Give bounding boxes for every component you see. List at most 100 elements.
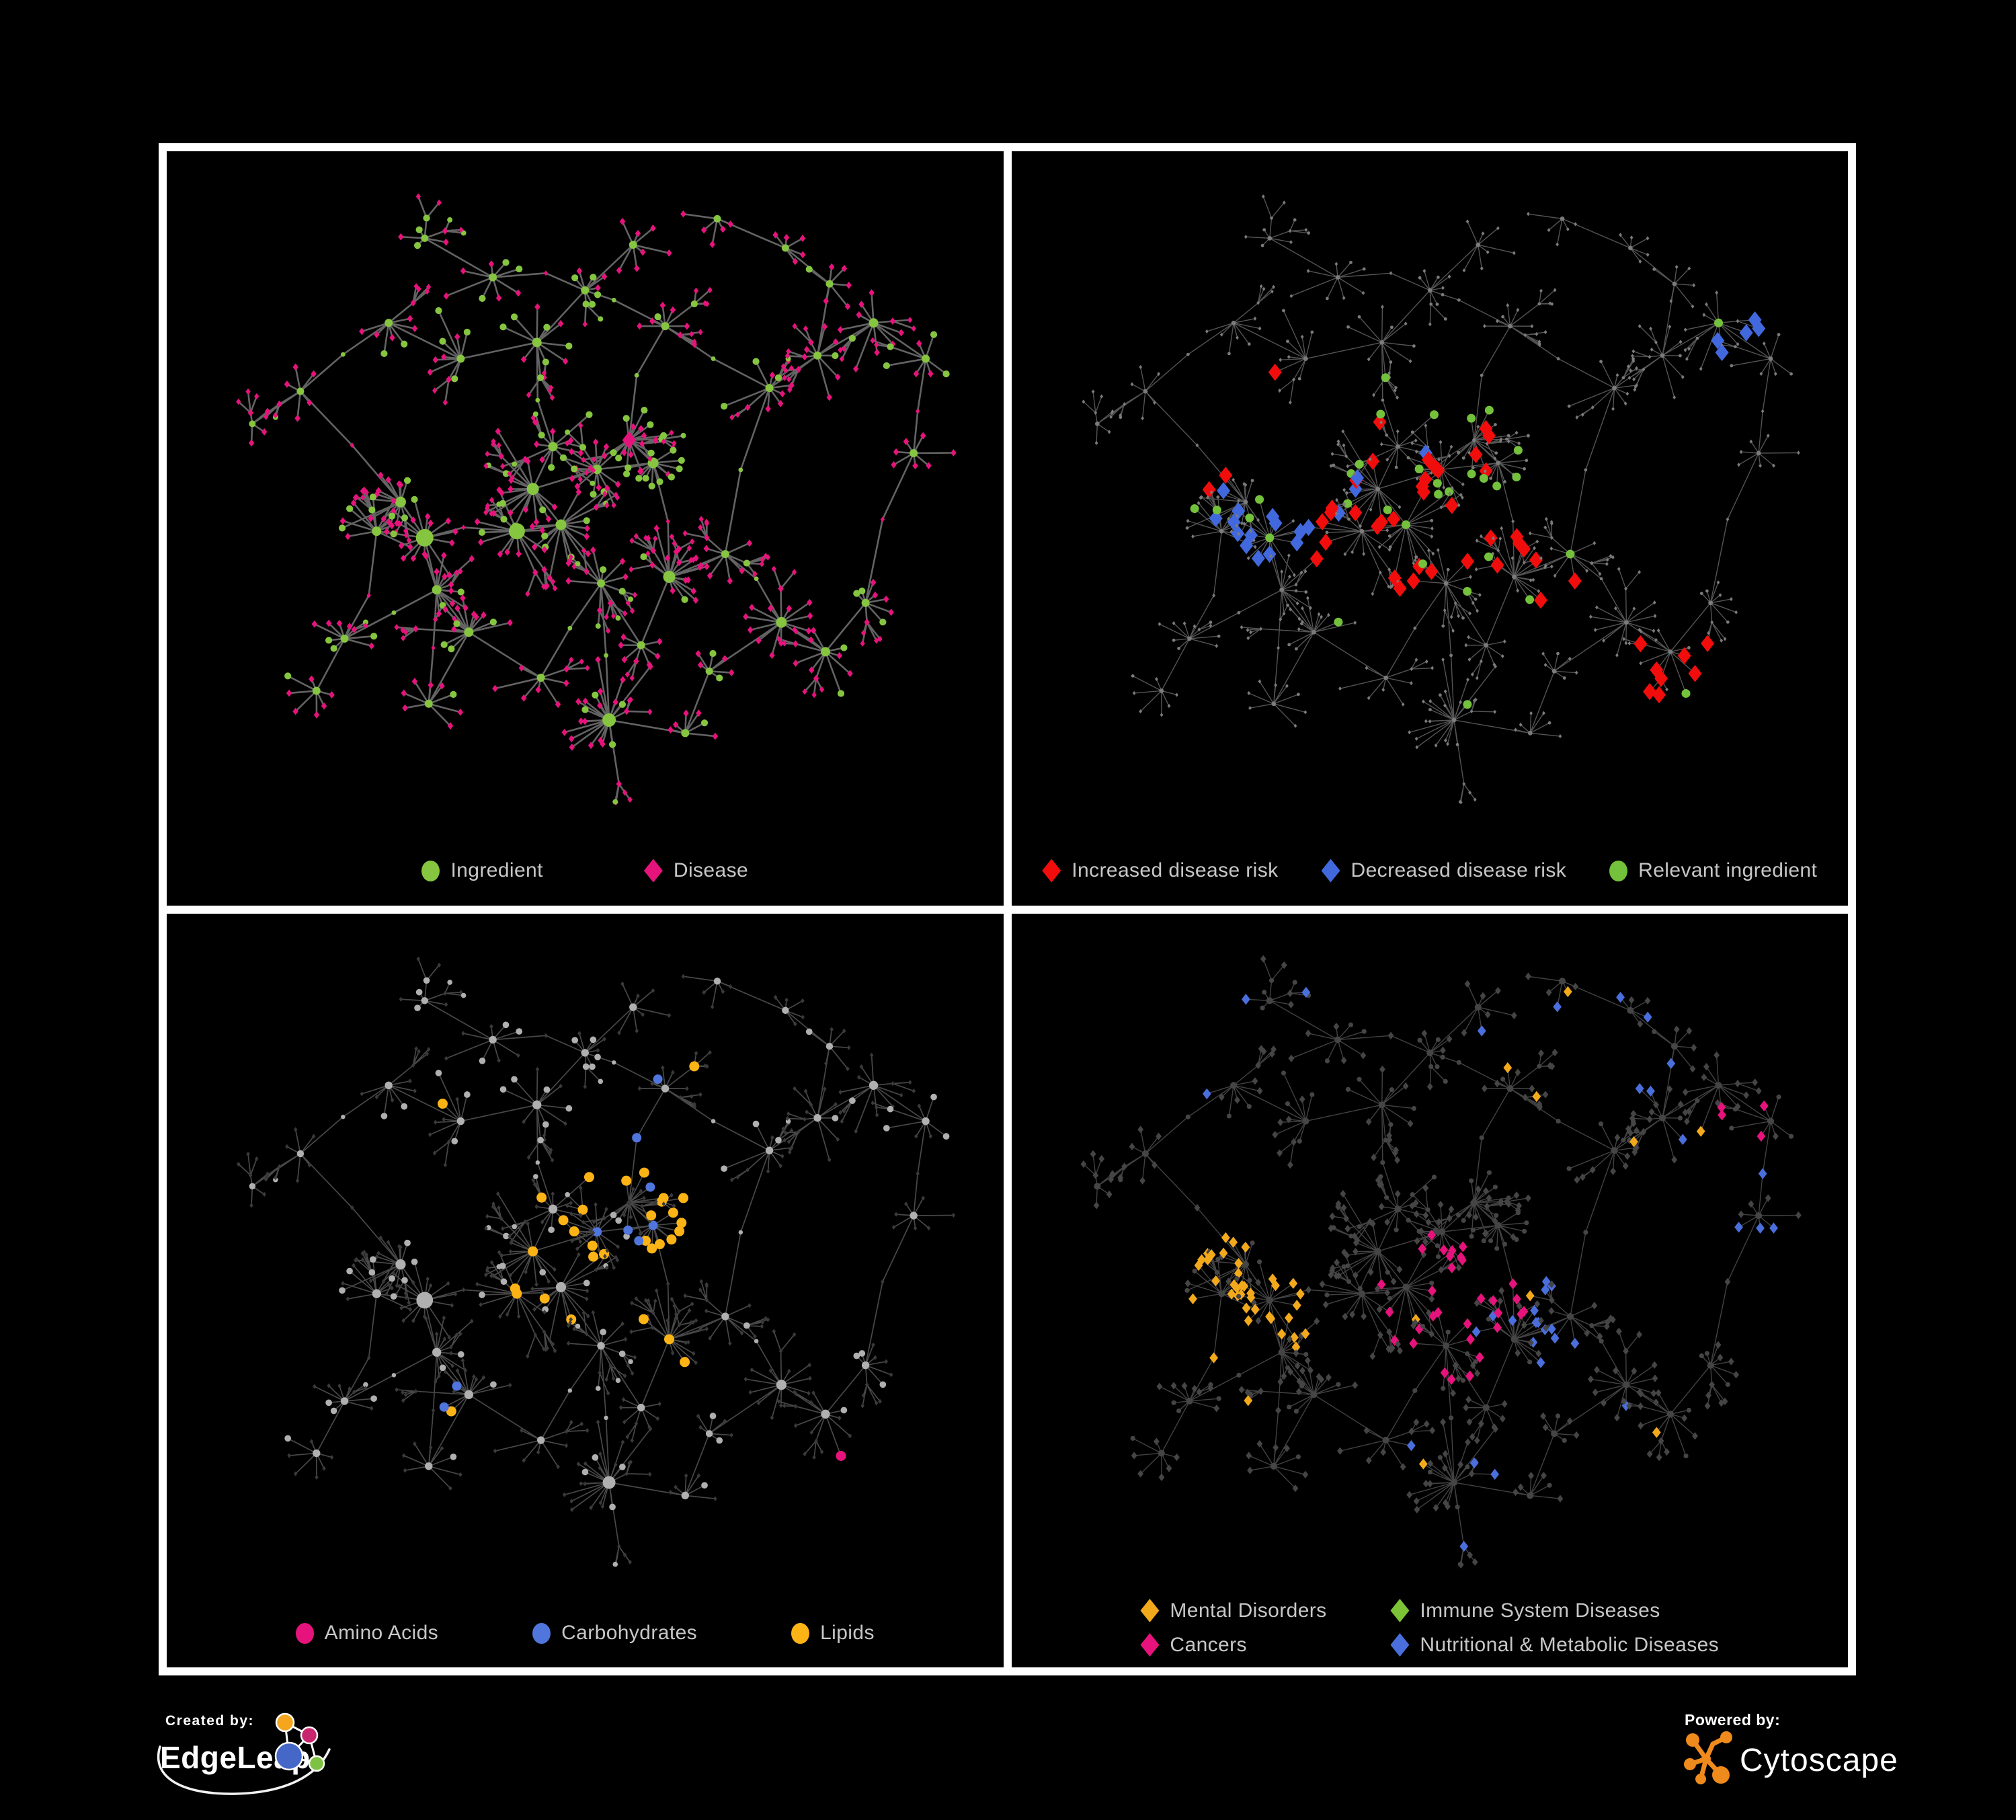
network-node-diamond[interactable] — [602, 1215, 606, 1221]
network-node-diamond[interactable] — [1474, 1436, 1480, 1444]
network-node-diamond[interactable] — [1715, 1341, 1721, 1349]
network-node-diamond[interactable] — [874, 342, 879, 348]
network-node-diamond[interactable] — [329, 691, 335, 699]
network-node-diamond[interactable] — [632, 592, 638, 598]
network-node-diamond[interactable] — [650, 1080, 655, 1086]
network-node-diamond[interactable] — [1463, 643, 1467, 647]
network-node-diamond[interactable] — [808, 338, 814, 346]
network-node-diamond[interactable] — [520, 356, 527, 363]
network-node-diamond[interactable] — [670, 1296, 674, 1302]
network-node-circle[interactable] — [1446, 567, 1450, 571]
network-node-diamond[interactable] — [1370, 1153, 1377, 1161]
network-node-diamond[interactable] — [1369, 507, 1373, 512]
network-node-diamond[interactable] — [1533, 1300, 1540, 1308]
network-node-circle[interactable] — [1454, 1504, 1460, 1509]
network-node-circle[interactable] — [840, 644, 848, 651]
network-node-diamond[interactable] — [459, 989, 463, 995]
network-node-diamond[interactable] — [1107, 1175, 1114, 1183]
network-node-diamond[interactable] — [1360, 1312, 1367, 1320]
network-node-diamond[interactable] — [1474, 1185, 1481, 1193]
network-node-diamond[interactable] — [1493, 664, 1497, 669]
network-node-diamond[interactable] — [1248, 630, 1252, 635]
network-node-diamond[interactable] — [444, 1056, 448, 1061]
network-node-circle[interactable] — [648, 482, 655, 490]
network-node-diamond[interactable] — [1153, 1437, 1160, 1446]
network-node-circle[interactable] — [583, 1171, 594, 1182]
network-node-diamond[interactable] — [1539, 556, 1543, 561]
network-node-circle[interactable] — [646, 1210, 657, 1220]
network-node-diamond[interactable] — [508, 509, 514, 517]
network-node-diamond[interactable] — [629, 1329, 633, 1334]
network-node-circle[interactable] — [421, 234, 429, 242]
network-node-diamond[interactable] — [1756, 1130, 1765, 1142]
network-node-diamond[interactable] — [1597, 1332, 1603, 1340]
network-node-diamond[interactable] — [623, 1336, 628, 1342]
network-node-circle[interactable] — [942, 370, 950, 378]
network-node-diamond[interactable] — [368, 514, 374, 522]
network-node-diamond[interactable] — [1700, 1073, 1707, 1081]
network-node-diamond[interactable] — [690, 1093, 694, 1099]
network-node-circle[interactable] — [716, 674, 723, 682]
network-node-circle[interactable] — [1229, 1081, 1237, 1089]
network-node-diamond[interactable] — [1638, 324, 1642, 329]
network-node-circle[interactable] — [1588, 1322, 1594, 1328]
network-node-diamond[interactable] — [1467, 611, 1471, 616]
network-node-diamond[interactable] — [1533, 591, 1547, 609]
network-node-diamond[interactable] — [756, 637, 762, 645]
network-node-diamond[interactable] — [1566, 1417, 1573, 1425]
network-node-diamond[interactable] — [600, 1503, 605, 1509]
network-node-diamond[interactable] — [677, 331, 684, 339]
network-node-diamond[interactable] — [1228, 1236, 1238, 1248]
network-node-diamond[interactable] — [693, 287, 699, 294]
network-node-diamond[interactable] — [1468, 1469, 1475, 1478]
network-node-diamond[interactable] — [1137, 1469, 1143, 1478]
network-node-diamond[interactable] — [1732, 1370, 1739, 1378]
network-node-diamond[interactable] — [727, 577, 733, 585]
network-node-circle[interactable] — [395, 1259, 406, 1269]
network-node-diamond[interactable] — [436, 199, 442, 206]
network-node-diamond[interactable] — [1549, 520, 1554, 524]
network-node-circle[interactable] — [1704, 1350, 1709, 1356]
network-node-circle[interactable] — [595, 623, 601, 629]
network-node-diamond[interactable] — [490, 441, 496, 448]
network-node-diamond[interactable] — [1748, 311, 1762, 329]
network-node-diamond[interactable] — [460, 594, 466, 602]
network-node-circle[interactable] — [536, 1435, 545, 1444]
network-node-diamond[interactable] — [784, 352, 791, 360]
network-node-diamond[interactable] — [1729, 596, 1733, 602]
network-node-diamond[interactable] — [1325, 1373, 1332, 1381]
network-node-circle[interactable] — [910, 448, 918, 458]
network-node-diamond[interactable] — [454, 569, 459, 576]
network-node-diamond[interactable] — [1262, 545, 1277, 563]
network-node-diamond[interactable] — [875, 1112, 879, 1117]
network-node-circle[interactable] — [451, 1138, 458, 1144]
network-node-circle[interactable] — [1262, 228, 1266, 232]
network-node-diamond[interactable] — [847, 670, 853, 678]
network-node-diamond[interactable] — [787, 1111, 791, 1116]
network-node-diamond[interactable] — [1543, 329, 1547, 335]
network-node-diamond[interactable] — [401, 635, 406, 641]
network-node-circle[interactable] — [1215, 1257, 1220, 1262]
network-node-diamond[interactable] — [1441, 286, 1445, 290]
network-node-diamond[interactable] — [1469, 1433, 1476, 1441]
network-node-circle[interactable] — [1677, 1115, 1683, 1121]
network-node-diamond[interactable] — [1295, 601, 1299, 606]
network-node-circle[interactable] — [1461, 456, 1465, 460]
network-node-circle[interactable] — [1268, 978, 1274, 983]
network-node-diamond[interactable] — [623, 707, 630, 715]
network-node-circle[interactable] — [1611, 1146, 1618, 1154]
network-node-diamond[interactable] — [408, 1078, 412, 1084]
network-node-circle[interactable] — [1418, 276, 1422, 280]
network-node-diamond[interactable] — [708, 1335, 712, 1341]
network-node-diamond[interactable] — [670, 1192, 674, 1197]
network-node-circle[interactable] — [1435, 1037, 1441, 1042]
network-node-diamond[interactable] — [1365, 452, 1379, 470]
network-node-circle[interactable] — [391, 610, 397, 615]
network-node-diamond[interactable] — [1408, 1427, 1414, 1435]
network-node-circle[interactable] — [832, 1114, 839, 1121]
network-node-diamond[interactable] — [550, 1157, 555, 1162]
network-node-diamond[interactable] — [1253, 316, 1256, 321]
network-node-diamond[interactable] — [606, 1390, 610, 1396]
network-node-circle[interactable] — [668, 1207, 678, 1218]
network-node-diamond[interactable] — [1755, 1086, 1762, 1095]
